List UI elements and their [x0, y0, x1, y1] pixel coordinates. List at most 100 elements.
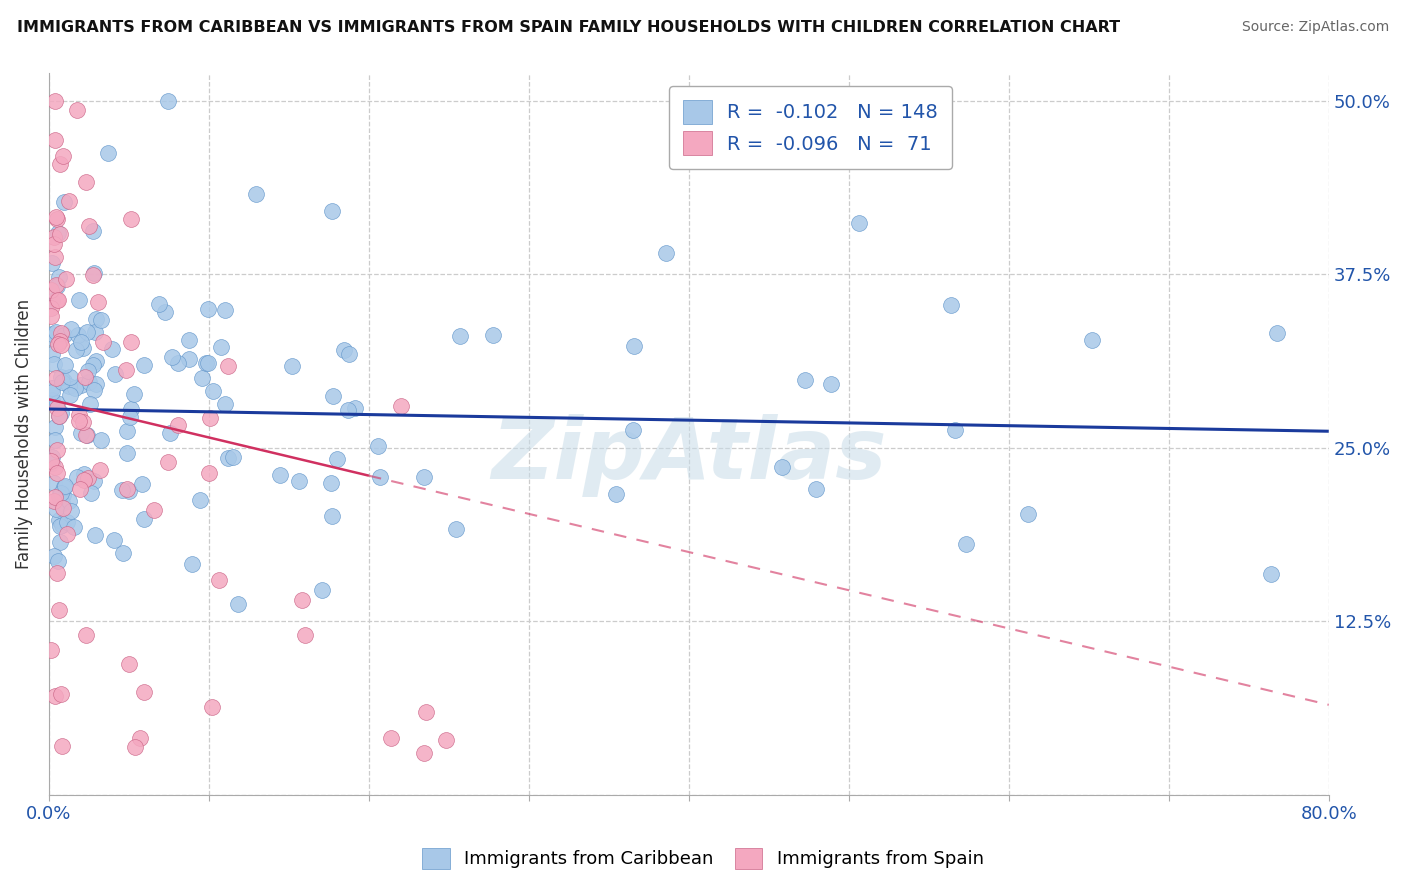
Point: [45, 502, 67, 516]
Point: [75, 628, 97, 642]
Point: [44, 459, 66, 474]
Point: [166, 356, 188, 370]
Point: [129, 731, 152, 745]
Point: [59, 370, 82, 384]
Point: [76, 471, 98, 485]
Point: [46, 293, 69, 307]
Point: [97, 146, 120, 161]
Point: [804, 482, 827, 496]
Point: [132, 511, 155, 525]
Point: [44, 250, 66, 264]
Point: [198, 466, 221, 480]
Point: [41, 346, 63, 360]
Point: [77, 364, 100, 378]
Point: [48, 409, 70, 424]
Point: [142, 502, 165, 516]
Legend: Immigrants from Caribbean, Immigrants from Spain: Immigrants from Caribbean, Immigrants fr…: [415, 840, 991, 876]
Point: [83, 325, 105, 339]
Point: [70, 425, 93, 440]
Point: [201, 384, 224, 399]
Point: [82, 224, 104, 238]
Point: [280, 359, 302, 373]
Point: [217, 359, 239, 373]
Point: [39, 454, 62, 468]
Point: [333, 343, 356, 357]
Point: [655, 246, 678, 260]
Point: [605, 486, 627, 500]
Point: [84, 376, 107, 391]
Point: [44, 689, 66, 703]
Point: [39, 643, 62, 657]
Point: [869, 136, 891, 150]
Point: [90, 433, 112, 447]
Point: [44, 433, 66, 447]
Point: [1081, 334, 1104, 348]
Point: [49, 687, 72, 701]
Point: [48, 512, 70, 526]
Point: [46, 211, 69, 226]
Point: [72, 341, 94, 355]
Point: [41, 381, 63, 395]
Point: [793, 373, 815, 387]
Point: [221, 450, 243, 464]
Point: [291, 593, 314, 607]
Point: [70, 335, 93, 350]
Point: [42, 494, 65, 508]
Point: [367, 439, 389, 453]
Point: [198, 410, 221, 425]
Point: [41, 327, 63, 342]
Point: [177, 333, 200, 347]
Point: [51, 739, 73, 754]
Point: [413, 470, 436, 484]
Point: [46, 226, 69, 240]
Point: [412, 747, 434, 761]
Point: [58, 194, 80, 208]
Point: [200, 700, 222, 714]
Point: [104, 367, 127, 381]
Point: [321, 475, 343, 490]
Point: [939, 298, 962, 312]
Point: [79, 375, 101, 389]
Point: [49, 534, 72, 549]
Point: [73, 474, 96, 488]
Point: [148, 296, 170, 310]
Point: [166, 417, 188, 432]
Point: [86, 295, 108, 310]
Point: [46, 293, 69, 308]
Point: [120, 402, 142, 417]
Point: [49, 369, 72, 384]
Point: [39, 309, 62, 323]
Point: [42, 549, 65, 563]
Point: [156, 455, 179, 469]
Point: [73, 370, 96, 384]
Point: [245, 187, 267, 202]
Point: [120, 212, 142, 227]
Point: [115, 445, 138, 459]
Point: [51, 496, 73, 510]
Point: [110, 483, 132, 498]
Point: [72, 415, 94, 429]
Point: [1017, 507, 1039, 521]
Point: [75, 428, 97, 442]
Point: [209, 340, 232, 354]
Point: [101, 342, 124, 356]
Point: [311, 583, 333, 598]
Point: [48, 409, 70, 423]
Point: [122, 387, 145, 401]
Point: [56, 515, 79, 529]
Point: [321, 508, 343, 523]
Point: [52, 328, 75, 343]
Point: [58, 494, 80, 508]
Point: [322, 389, 344, 403]
Point: [41, 384, 63, 399]
Point: [44, 94, 66, 108]
Point: [1267, 326, 1289, 340]
Point: [344, 401, 367, 416]
Point: [46, 337, 69, 351]
Point: [132, 358, 155, 372]
Point: [134, 685, 156, 699]
Point: [120, 410, 142, 425]
Point: [195, 356, 218, 370]
Point: [59, 321, 82, 335]
Point: [41, 331, 63, 345]
